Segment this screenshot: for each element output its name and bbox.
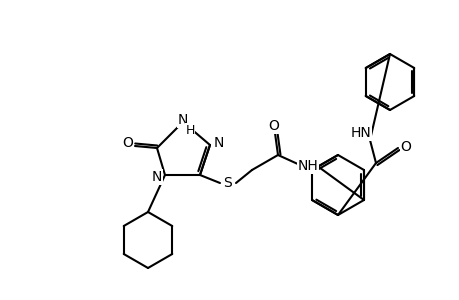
Text: N: N [178,113,188,127]
Text: O: O [400,140,410,154]
Text: NH: NH [297,159,318,173]
Text: O: O [268,119,279,133]
Text: N: N [213,136,224,150]
Text: H: H [185,124,194,136]
Text: S: S [223,176,232,190]
Text: N: N [151,170,162,184]
Text: HN: HN [350,126,370,140]
Text: O: O [122,136,133,150]
